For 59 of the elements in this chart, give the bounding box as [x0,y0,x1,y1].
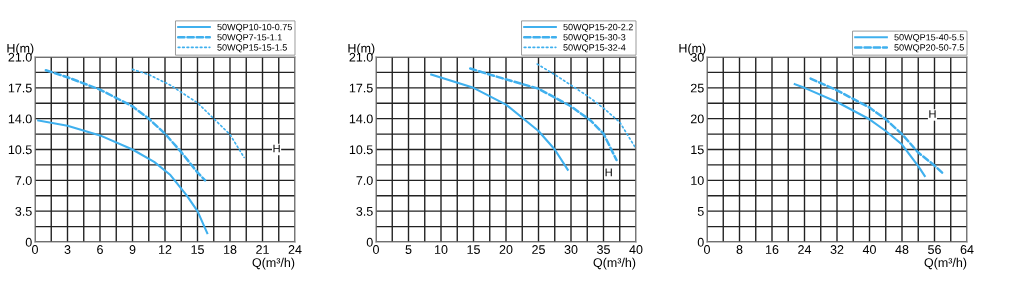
y-tick-label: 7.0 [356,176,373,185]
x-tick-label: 35 [597,245,610,254]
x-axis-title: Q(m³/h) [252,257,295,270]
legend-label: 50WQP15-30-3 [563,34,626,43]
legend-label: 50WQP15-15-1.5 [217,44,287,53]
legend-label: 50WQP15-32-4 [563,44,626,53]
x-tick-label: 56 [928,245,941,254]
y-tick-label: 14.0 [349,114,373,124]
y-tick-label: 17.5 [8,83,32,93]
y-tick-label: 7.0 [15,176,32,185]
legend-label: 50WQP7-15-1.1 [217,34,282,43]
y-tick-label: 0 [25,237,32,247]
y-tick-label: 3.5 [356,206,373,216]
annotation: H [273,144,280,153]
y-tick-label: 25 [690,83,704,93]
y-tick-label: 10.5 [8,145,32,155]
x-tick-label: 48 [895,245,909,254]
x-tick-label: 24 [288,245,302,254]
legend-label: 50WQP10-10-0.75 [217,23,292,32]
x-tick-label: 21 [256,245,269,254]
x-tick-label: 10 [435,245,448,254]
x-axis-title: Q(m³/h) [924,257,967,270]
x-tick-label: 16 [766,245,779,254]
y-tick-label: 0 [697,237,704,247]
x-tick-label: 15 [191,245,204,254]
x-tick-label: 64 [960,245,974,254]
legend-label: 50WQP20-50-7.5 [894,44,964,53]
x-tick-label: 5 [405,245,412,254]
x-tick-label: 32 [830,245,844,254]
x-tick-label: 15 [467,245,480,254]
x-tick-label: 40 [629,245,643,254]
legend-label: 50WQP15-40-5.5 [894,34,964,43]
x-tick-label: 20 [499,245,513,254]
x-tick-label: 6 [97,245,103,254]
x-axis-title: Q(m³/h) [593,257,636,270]
x-tick-label: 24 [798,245,812,254]
y-tick-label: 10 [691,176,704,185]
x-tick-label: 0 [373,245,379,254]
y-tick-label: 5 [697,207,704,216]
x-tick-label: 0 [704,245,710,254]
y-tick-label: 0 [366,237,373,247]
x-tick-label: 0 [32,245,38,254]
annotation: H [929,110,936,118]
annotation: H [605,168,612,177]
y-tick-label: 15 [691,145,704,155]
legend-label: 50WQP15-20-2.2 [563,23,633,32]
x-tick-label: 18 [224,245,237,254]
x-tick-label: 30 [564,245,578,254]
x-tick-label: 12 [159,245,172,254]
x-tick-label: 3 [64,245,71,254]
x-tick-label: 8 [736,245,743,254]
y-tick-label: 14.0 [8,114,32,124]
y-tick-label: 3.5 [15,206,32,216]
x-tick-label: 9 [129,245,136,254]
y-tick-label: 17.5 [349,83,373,93]
y-tick-label: 20 [690,114,704,124]
x-tick-label: 40 [862,245,876,254]
y-tick-label: 10.5 [349,145,373,155]
x-tick-label: 25 [532,245,545,254]
